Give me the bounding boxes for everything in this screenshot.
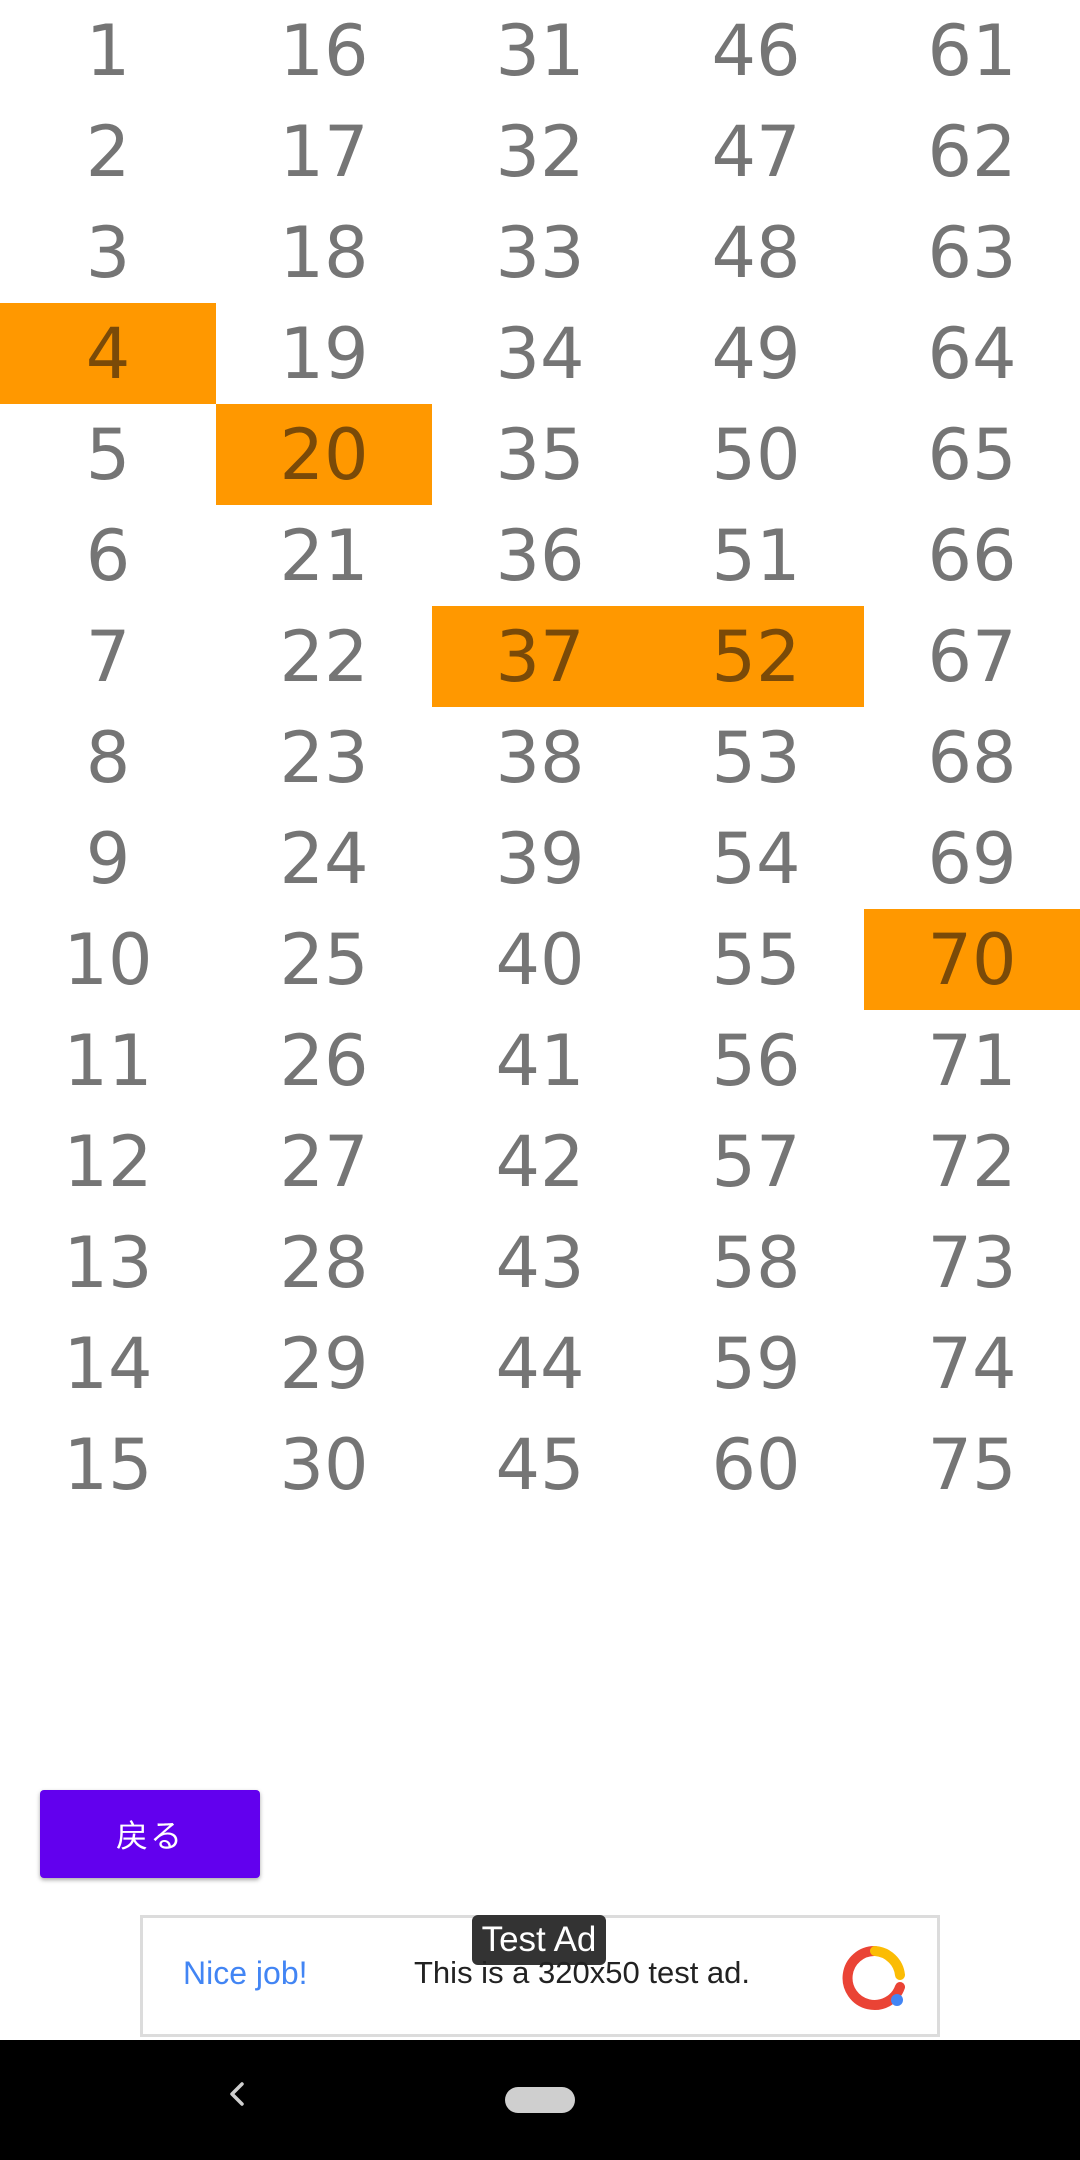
number-cell: 27 (279, 1120, 369, 1203)
number-cell: 44 (495, 1322, 585, 1405)
number-cell: 12 (63, 1120, 153, 1203)
number-cell: 34 (495, 312, 585, 395)
admob-logo-icon[interactable] (842, 1945, 908, 2011)
number-cell: 45 (495, 1423, 585, 1506)
number-cell-highlighted: 20 (216, 404, 432, 505)
number-cell: 30 (279, 1423, 369, 1506)
number-cell: 21 (279, 514, 369, 597)
number-cell: 17 (279, 110, 369, 193)
number-cell: 1 (85, 9, 131, 92)
number-cell: 69 (927, 817, 1017, 900)
chevron-left-icon[interactable] (218, 2074, 258, 2114)
number-cell: 31 (495, 9, 585, 92)
number-cell: 47 (711, 110, 801, 193)
number-cell: 48 (711, 211, 801, 294)
number-cell: 46 (711, 9, 801, 92)
number-cell: 60 (711, 1423, 801, 1506)
number-cell: 43 (495, 1221, 585, 1304)
number-cell: 39 (495, 817, 585, 900)
number-cell: 63 (927, 211, 1017, 294)
number-cell: 74 (927, 1322, 1017, 1405)
number-cell: 62 (927, 110, 1017, 193)
number-cell: 24 (279, 817, 369, 900)
system-nav-bar (0, 2040, 1080, 2160)
number-cell-highlighted: 37 (432, 606, 648, 707)
number-cell: 72 (927, 1120, 1017, 1203)
number-cell: 13 (63, 1221, 153, 1304)
number-cell: 5 (85, 413, 131, 496)
home-pill-icon[interactable] (505, 2087, 575, 2113)
number-cell: 58 (711, 1221, 801, 1304)
number-cell: 11 (63, 1019, 153, 1102)
number-cell: 67 (927, 615, 1017, 698)
ad-test-badge: Test Ad (472, 1915, 606, 1965)
number-cell: 75 (927, 1423, 1017, 1506)
number-cell: 57 (711, 1120, 801, 1203)
number-cell: 65 (927, 413, 1017, 496)
number-cell: 25 (279, 918, 369, 1001)
number-cell: 26 (279, 1019, 369, 1102)
number-cell: 61 (927, 9, 1017, 92)
number-cell: 10 (63, 918, 153, 1001)
number-cell: 8 (85, 716, 131, 799)
number-cell: 55 (711, 918, 801, 1001)
number-cell: 33 (495, 211, 585, 294)
number-cell: 18 (279, 211, 369, 294)
number-cell: 40 (495, 918, 585, 1001)
number-cell: 32 (495, 110, 585, 193)
number-cell: 35 (495, 413, 585, 496)
number-cell: 7 (85, 615, 131, 698)
number-cell: 49 (711, 312, 801, 395)
number-cell: 51 (711, 514, 801, 597)
number-cell: 71 (927, 1019, 1017, 1102)
number-cell: 42 (495, 1120, 585, 1203)
number-cell: 2 (85, 110, 131, 193)
number-cell: 23 (279, 716, 369, 799)
number-cell: 9 (85, 817, 131, 900)
number-cell: 41 (495, 1019, 585, 1102)
ad-message-text[interactable]: This is a 320x50 test ad. (414, 1955, 751, 1990)
number-cell: 22 (279, 615, 369, 698)
number-cell: 19 (279, 312, 369, 395)
number-cell: 28 (279, 1221, 369, 1304)
number-cell: 14 (63, 1322, 153, 1405)
number-cell: 29 (279, 1322, 369, 1405)
number-cell: 36 (495, 514, 585, 597)
number-cell-highlighted: 70 (864, 909, 1080, 1010)
number-cell: 68 (927, 716, 1017, 799)
number-cell: 53 (711, 716, 801, 799)
number-board: 1 2 3 4 5 6 7 8 9 10 11 12 13 14 15 16 17 18 19 20 21 22 23 24 2… (0, 9, 1080, 1506)
number-cell: 66 (927, 514, 1017, 597)
number-cell: 56 (711, 1019, 801, 1102)
number-cell-highlighted: 52 (648, 606, 864, 707)
number-cell: 15 (63, 1423, 153, 1506)
back-button[interactable]: 戻る (40, 1790, 260, 1878)
number-cell-highlighted: 4 (0, 303, 216, 404)
number-cell: 54 (711, 817, 801, 900)
number-cell: 16 (279, 9, 369, 92)
number-cell: 59 (711, 1322, 801, 1405)
number-cell: 6 (85, 514, 131, 597)
number-cell: 64 (927, 312, 1017, 395)
number-cell: 73 (927, 1221, 1017, 1304)
ad-nice-job-text[interactable]: Nice job! (183, 1955, 308, 1991)
number-cell: 38 (495, 716, 585, 799)
number-cell: 3 (85, 211, 131, 294)
number-cell: 50 (711, 413, 801, 496)
